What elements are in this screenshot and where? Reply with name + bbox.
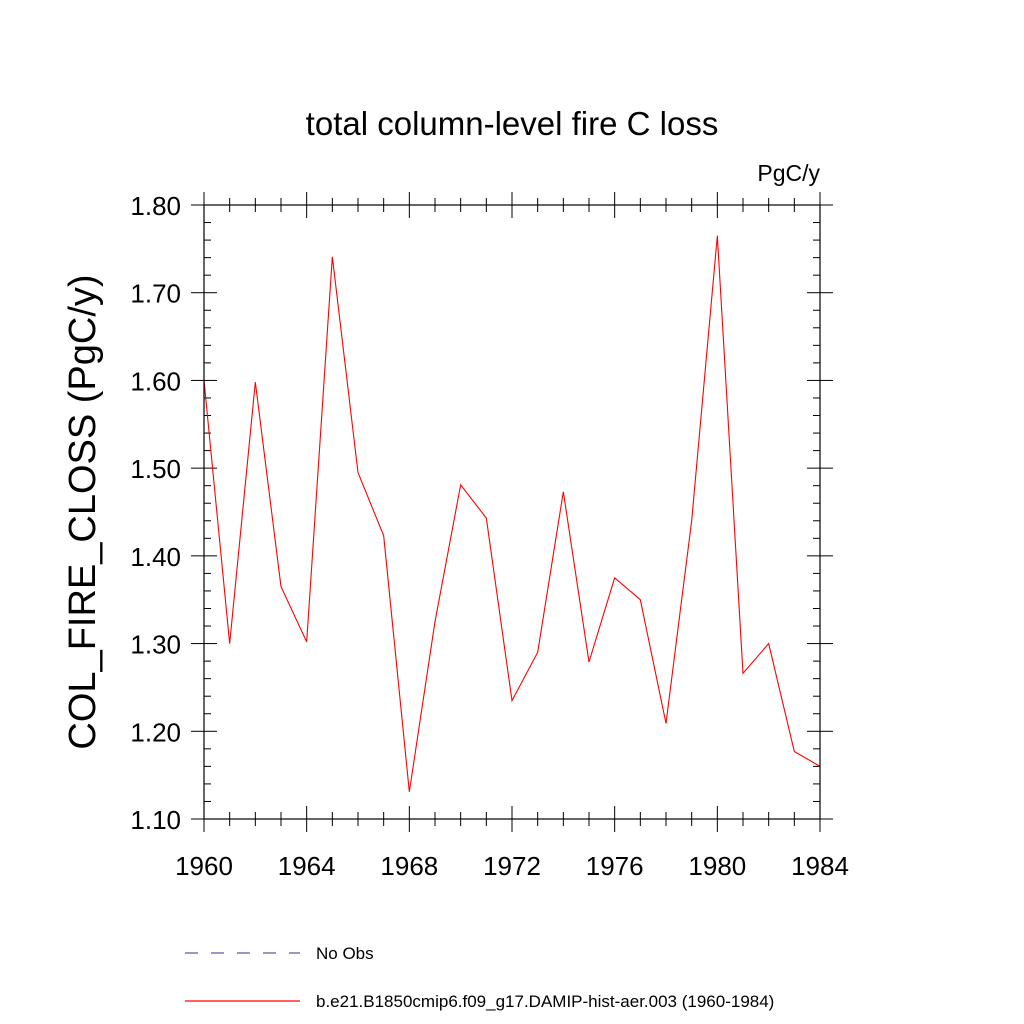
x-tick-label: 1976 bbox=[586, 851, 644, 881]
legend-label-no-obs: No Obs bbox=[316, 944, 374, 963]
x-tick-label: 1980 bbox=[688, 851, 746, 881]
x-tick-label: 1972 bbox=[483, 851, 541, 881]
chart-title: total column-level fire C loss bbox=[306, 105, 719, 142]
y-tick-label: 1.20 bbox=[130, 717, 181, 747]
y-tick-label: 1.50 bbox=[130, 454, 181, 484]
y-tick-label: 1.30 bbox=[130, 630, 181, 660]
series-line-0 bbox=[203, 235, 821, 792]
series-layer bbox=[203, 235, 821, 792]
plot-frame bbox=[203, 204, 821, 820]
tick-labels: 1960 1964 1968 1972 1976 1980 1984 1.10 1.20 1.30… bbox=[130, 191, 849, 881]
x-tick-label: 1984 bbox=[791, 851, 849, 881]
y-tick-label: 1.40 bbox=[130, 542, 181, 572]
y-tick-label: 1.70 bbox=[130, 279, 181, 309]
x-tick-label: 1960 bbox=[175, 851, 233, 881]
x-tick-label: 1968 bbox=[380, 851, 438, 881]
y-axis-label: COL_FIRE_CLOSS (PgC/y) bbox=[62, 274, 104, 749]
y-tick-label: 1.60 bbox=[130, 366, 181, 396]
y-tick-label: 1.80 bbox=[130, 191, 181, 221]
x-tick-label: 1964 bbox=[278, 851, 336, 881]
y-tick-label: 1.10 bbox=[130, 805, 181, 835]
units-label: PgC/y bbox=[757, 160, 820, 186]
legend-label-model-run: b.e21.B1850cmip6.f09_g17.DAMIP-hist-aer.… bbox=[316, 992, 774, 1011]
legend: No Obs b.e21.B1850cmip6.f09_g17.DAMIP-hi… bbox=[185, 944, 774, 1011]
axis-ticks bbox=[191, 192, 833, 832]
